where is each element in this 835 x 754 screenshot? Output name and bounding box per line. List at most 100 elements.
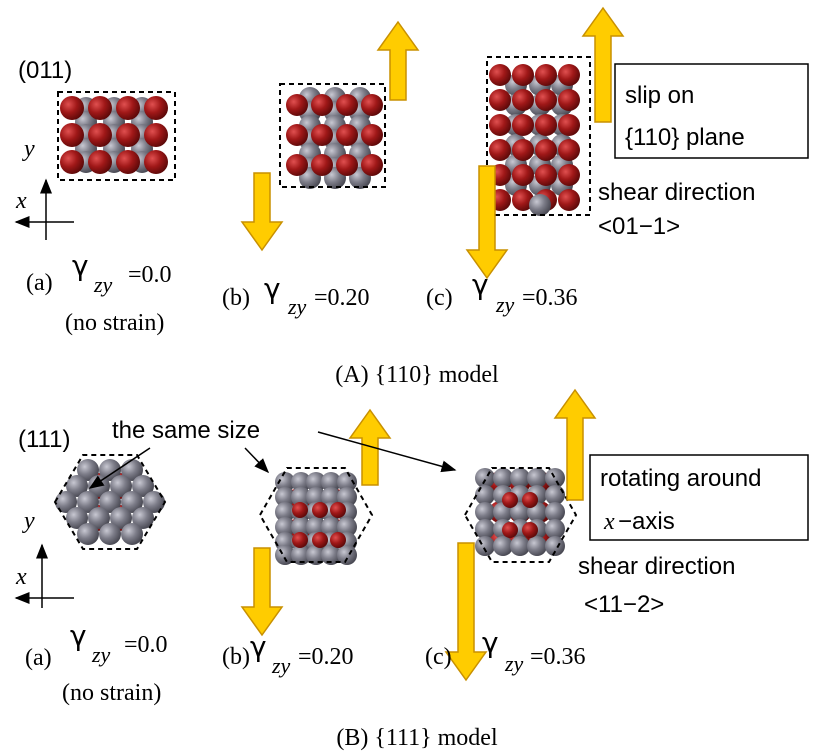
- atom: [60, 96, 84, 120]
- atom: [512, 139, 534, 161]
- gamma: γ: [482, 626, 499, 659]
- subscript: zy: [287, 294, 307, 319]
- box-text: −axis: [618, 508, 675, 535]
- atom: [144, 150, 168, 174]
- strain-value: =0.36: [522, 285, 578, 311]
- shear-arrow: [446, 543, 486, 680]
- atom: [330, 532, 346, 548]
- atom: [535, 164, 557, 186]
- atom: [558, 164, 580, 186]
- plane-label: (011): [18, 57, 72, 84]
- atom: [292, 502, 308, 518]
- atom: [88, 150, 112, 174]
- atom: [361, 94, 383, 116]
- atom: [361, 154, 383, 176]
- axis-label: y: [22, 136, 35, 162]
- atom: [286, 124, 308, 146]
- atom: [88, 96, 112, 120]
- page: {"panel_A": {"plane": "(011)", "axis_y":…: [0, 0, 835, 754]
- box-text: {110} plane: [625, 124, 745, 151]
- axis-label: x: [15, 564, 27, 590]
- atom: [529, 194, 551, 216]
- atom: [336, 124, 358, 146]
- atom: [292, 532, 308, 548]
- sub-label: (b): [222, 644, 250, 670]
- atom: [558, 64, 580, 86]
- shear-arrow: [242, 548, 282, 635]
- atom: [99, 523, 121, 545]
- atom: [558, 189, 580, 211]
- shear-text: shear direction: [598, 179, 755, 206]
- shear-text: shear direction: [578, 553, 735, 580]
- atom: [77, 523, 99, 545]
- strain-value: =0.0: [128, 262, 172, 288]
- atom: [535, 89, 557, 111]
- gamma: γ: [264, 272, 281, 305]
- atom: [512, 114, 534, 136]
- plane-label: (111): [18, 426, 70, 453]
- gamma: γ: [472, 268, 489, 301]
- callout: the same size: [112, 417, 260, 444]
- box-text: slip on: [625, 82, 694, 109]
- atom: [502, 522, 518, 538]
- strain-value: =0.0: [124, 632, 168, 658]
- atom: [535, 64, 557, 86]
- atom: [558, 114, 580, 136]
- gamma: γ: [250, 630, 267, 663]
- atom: [60, 150, 84, 174]
- strain-value: =0.20: [298, 644, 354, 670]
- atom: [116, 96, 140, 120]
- atom: [475, 536, 495, 556]
- figure: (011) y x (a) γ zy =0.0 (no strain) (b) …: [0, 0, 835, 754]
- atom: [489, 139, 511, 161]
- axis-label: x: [15, 188, 27, 214]
- subscript: zy: [271, 653, 291, 678]
- atom: [311, 94, 333, 116]
- sub-label: (c): [425, 644, 452, 670]
- strain-value: =0.20: [314, 285, 370, 311]
- atom: [311, 124, 333, 146]
- subscript: zy: [93, 272, 113, 297]
- atom: [502, 492, 518, 508]
- caption: (A) {110} model: [335, 362, 499, 388]
- atom: [489, 89, 511, 111]
- atom: [522, 492, 538, 508]
- atom: [512, 164, 534, 186]
- gamma: γ: [72, 249, 89, 282]
- axis-label: y: [22, 508, 35, 534]
- atom: [535, 114, 557, 136]
- axes: [16, 180, 455, 608]
- strain-value: =0.36: [530, 644, 586, 670]
- atom: [312, 502, 328, 518]
- atom: [558, 139, 580, 161]
- atom: [116, 150, 140, 174]
- sub-label: (b): [222, 285, 250, 311]
- note: (no strain): [65, 310, 164, 336]
- atom: [311, 154, 333, 176]
- atom: [312, 532, 328, 548]
- gamma: γ: [70, 619, 87, 652]
- atom: [330, 502, 346, 518]
- atom: [144, 96, 168, 120]
- atom: [286, 154, 308, 176]
- atom: [116, 123, 140, 147]
- subscript: zy: [91, 642, 111, 667]
- atom: [489, 114, 511, 136]
- atom: [121, 523, 143, 545]
- atom: [286, 94, 308, 116]
- shear-text: <11−2>: [584, 591, 664, 618]
- shear-arrow: [350, 410, 390, 485]
- callout-arrow: [245, 448, 268, 472]
- atom: [512, 89, 534, 111]
- atom: [535, 139, 557, 161]
- atom: [88, 123, 112, 147]
- atom: [522, 522, 538, 538]
- atom: [489, 64, 511, 86]
- subscript: zy: [504, 651, 524, 676]
- sub-label: (a): [26, 270, 53, 296]
- box-text: rotating around: [600, 465, 761, 492]
- note: (no strain): [62, 680, 161, 706]
- atom: [144, 123, 168, 147]
- atom: [512, 64, 534, 86]
- atom: [527, 536, 547, 556]
